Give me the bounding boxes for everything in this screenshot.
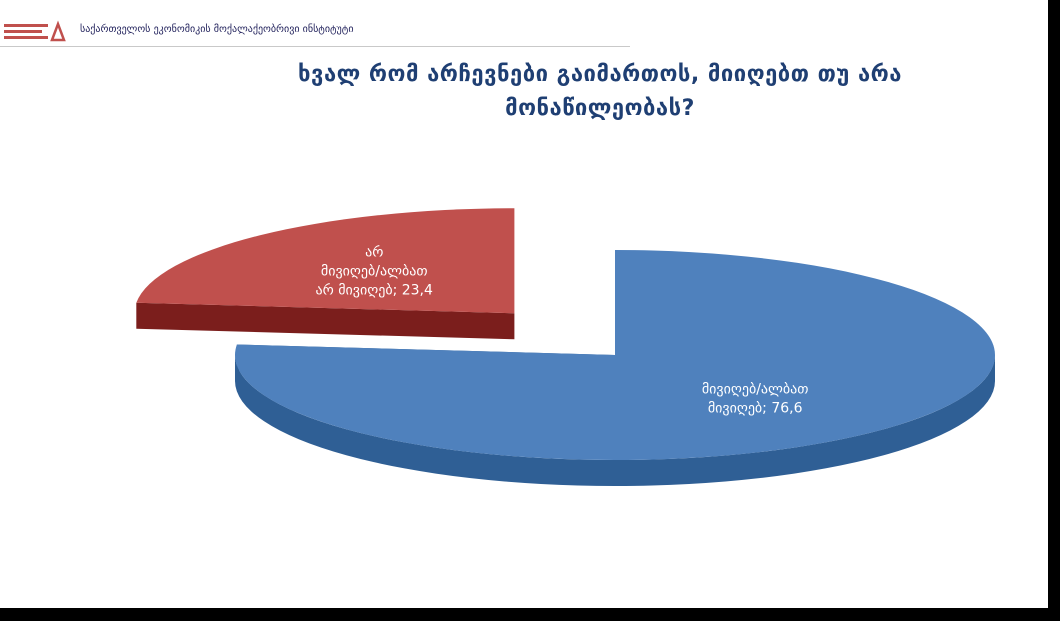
logo xyxy=(4,20,66,42)
chart-title: ხვალ რომ არჩევნები გაიმართოს, მიიღებთ თუ… xyxy=(190,58,1010,126)
pie-slice-1-label-line-2: არ მივიღებ; 23,4 xyxy=(316,281,433,298)
org-name: საქართველოს ეკონომიკის მოქალაქეობრივი ინ… xyxy=(80,24,354,35)
chart-title-line-1: ხვალ რომ არჩევნები გაიმართოს, მიიღებთ თუ… xyxy=(298,62,902,87)
header-bar: საქართველოს ეკონომიკის მოქალაქეობრივი ინ… xyxy=(0,10,630,47)
slide: საქართველოს ეკონომიკის მოქალაქეობრივი ინ… xyxy=(0,0,1048,608)
pie-slice-1-label-line-0: არ xyxy=(365,243,383,260)
pie-slice-0-top xyxy=(235,250,995,460)
pie-slice-0-wall xyxy=(235,355,995,486)
pie-chart: მივიღებ/ალბათ მივიღებ; 76,6 არ მივიღებ/ალბა… xyxy=(136,208,995,486)
chart-title-line-2: მონაწილეობას? xyxy=(505,96,695,121)
pie-slice-0-label-line-0: მივიღებ/ალბათ xyxy=(702,381,809,397)
pie-slice-0-label-line-1: მივიღებ; 76,6 xyxy=(708,400,803,416)
pie-slice-1-top xyxy=(136,208,515,314)
pie-slice-1-label-line-1: მივიღებ/ალბათ xyxy=(321,263,428,279)
pie-slice-1 xyxy=(136,208,515,340)
pie-slice-1-cut xyxy=(136,302,515,340)
pie-slice-0 xyxy=(235,250,995,486)
